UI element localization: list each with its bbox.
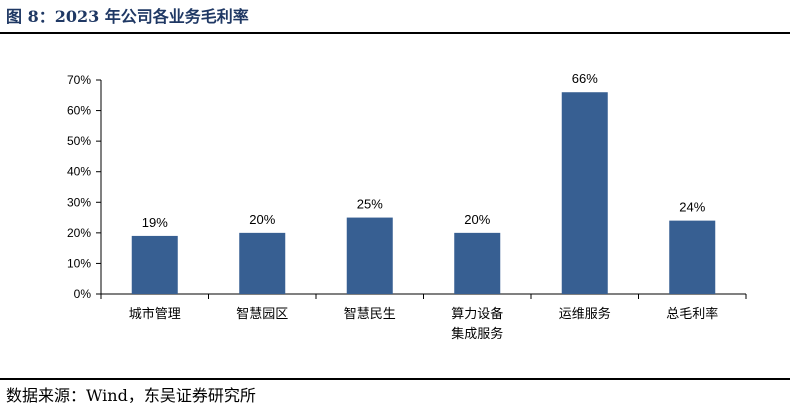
- x-tick-label: 智慧民生: [344, 306, 396, 321]
- x-tick-label: 智慧园区: [236, 306, 288, 321]
- bar: [131, 235, 178, 294]
- y-tick-label: 0%: [74, 287, 92, 301]
- top-rule: [0, 32, 790, 34]
- y-tick-label: 70%: [67, 73, 91, 87]
- bar-chart: 0% 10% 20% 30% 40% 50% 60% 70% 19% 城市管理 20% 智慧园区 25%…: [67, 71, 747, 341]
- data-label: 19%: [142, 215, 168, 230]
- bar: [239, 232, 286, 294]
- data-label: 25%: [357, 197, 383, 212]
- bar: [561, 92, 608, 294]
- x-tick-label: 算力设备: [451, 306, 503, 321]
- data-label: 24%: [679, 200, 705, 215]
- bar: [346, 217, 393, 294]
- x-tick-label: 运维服务: [559, 306, 611, 321]
- data-label: 20%: [249, 212, 275, 227]
- bar: [669, 220, 716, 294]
- x-tick-label: 集成服务: [451, 326, 503, 341]
- data-label: 66%: [572, 71, 598, 86]
- source-note: 数据来源：Wind，东吴证券研究所: [6, 386, 256, 405]
- y-tick-label: 60%: [67, 104, 91, 118]
- y-tick-label: 10%: [67, 256, 91, 270]
- y-tick-label: 50%: [67, 134, 91, 148]
- y-tick-label: 30%: [67, 195, 91, 209]
- bottom-rule: [0, 378, 790, 380]
- x-tick-label: 城市管理: [129, 306, 181, 321]
- y-tick-label: 20%: [67, 226, 91, 240]
- figure-title: 图 8：2023 年公司各业务毛利率: [6, 7, 249, 26]
- y-tick-label: 40%: [67, 165, 91, 179]
- bar: [454, 232, 501, 294]
- data-label: 20%: [464, 212, 490, 227]
- x-tick-label: 总毛利率: [666, 306, 718, 321]
